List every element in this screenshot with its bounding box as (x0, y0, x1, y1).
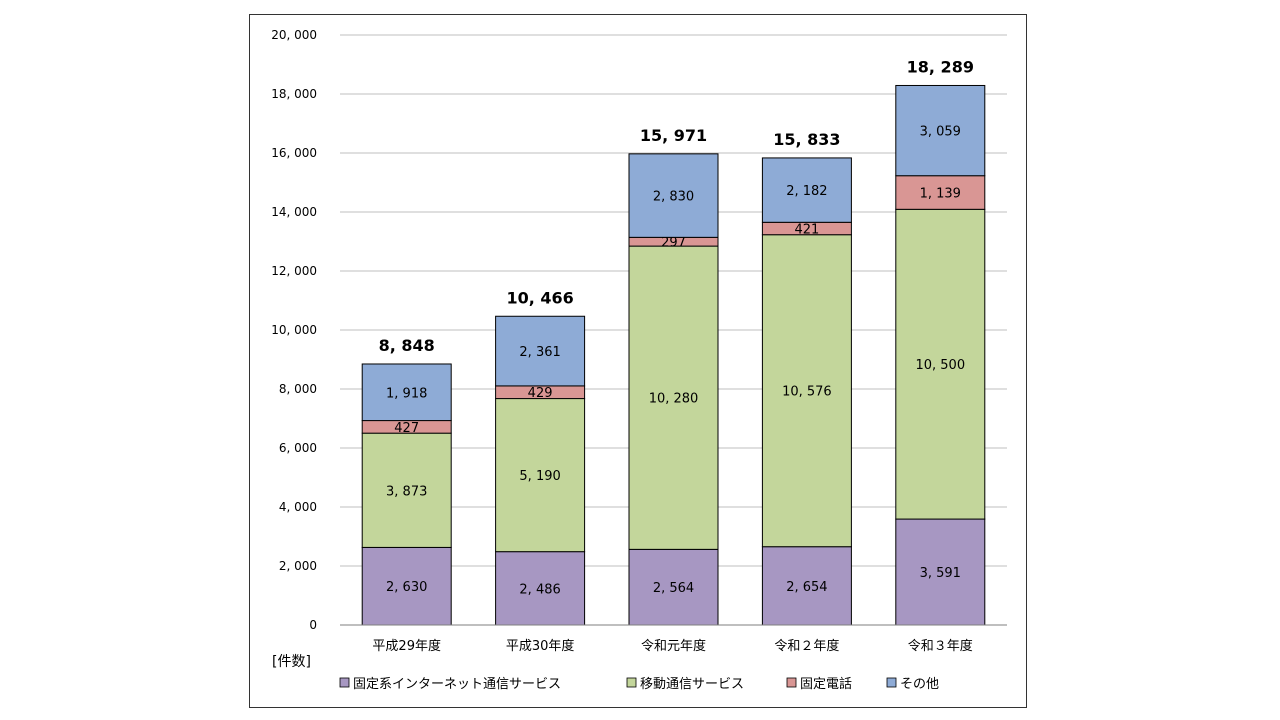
bar-segment (361, 546, 452, 626)
x-tick-label: 平成30年度 (506, 638, 575, 654)
bar-segment (495, 551, 586, 626)
bar-segment (628, 548, 719, 626)
unit-label: [件数] (272, 654, 311, 670)
bar-segment (761, 157, 852, 223)
total-label: 18, 289 (907, 57, 974, 76)
bar-segment (495, 315, 586, 387)
y-tick-label: 2, 000 (279, 559, 317, 573)
y-tick-label: 16, 000 (271, 146, 317, 160)
y-axis: 0 2, 000 4, 000 6, 000 8, 000 10, 000 12, 000 1… (271, 28, 317, 632)
segment-label: 2, 182 (786, 184, 827, 199)
legend-label: 固定系インターネット通信サービス (353, 677, 561, 692)
x-tick-label: 令和２年度 (774, 638, 839, 654)
bar-segment (761, 546, 852, 626)
segment-label: 429 (528, 386, 553, 401)
chart-frame (249, 14, 1027, 708)
segment-label: 3, 059 (920, 125, 961, 140)
x-tick-label: 令和３年度 (908, 638, 973, 654)
x-axis: 平成29年度 平成30年度 令和元年度 令和２年度 令和３年度 (340, 624, 1007, 654)
segment-label: 5, 190 (519, 469, 560, 484)
x-tick-label: 令和元年度 (641, 638, 706, 654)
bar-segment (895, 84, 986, 177)
total-label: 8, 848 (379, 336, 435, 355)
y-tick-label: 10, 000 (271, 323, 317, 337)
y-tick-label: 6, 000 (279, 441, 317, 455)
x-tick-label: 平成29年度 (372, 638, 441, 654)
bar-segment (361, 432, 452, 548)
segment-label: 2, 630 (386, 580, 427, 595)
segment-label: 297 (661, 236, 686, 251)
y-tick-label: 20, 000 (271, 28, 317, 42)
legend-swatch (886, 677, 897, 688)
segment-label: 2, 486 (519, 582, 560, 597)
segment-label: 3, 873 (386, 484, 427, 499)
segment-label: 2, 654 (786, 580, 827, 595)
y-tick-label: 4, 000 (279, 500, 317, 514)
legend-swatch (626, 677, 637, 688)
y-tick-label: 12, 000 (271, 264, 317, 278)
segment-label: 2, 361 (519, 345, 560, 360)
segment-label: 1, 918 (386, 386, 427, 401)
legend-swatch (339, 677, 350, 688)
total-label: 15, 833 (773, 130, 840, 149)
bar-segment (895, 208, 986, 520)
total-label: 15, 971 (640, 126, 707, 145)
bar-segment (761, 234, 852, 548)
legend-label: その他 (900, 677, 939, 692)
legend-label: 固定電話 (800, 676, 852, 692)
legend-swatch (786, 677, 797, 688)
bar-segment (628, 245, 719, 550)
segment-label: 1, 139 (920, 187, 961, 202)
y-tick-label: 8, 000 (279, 382, 317, 396)
segment-label: 3, 591 (920, 566, 961, 581)
bar-segment (628, 153, 719, 238)
segment-label: 421 (794, 223, 819, 238)
segment-label: 10, 500 (915, 358, 965, 373)
total-label: 10, 466 (506, 288, 573, 307)
legend-label: 移動通信サービス (640, 677, 744, 692)
y-tick-label: 0 (309, 618, 317, 632)
y-tick-label: 14, 000 (271, 205, 317, 219)
segment-label: 10, 280 (649, 392, 699, 407)
bar-segment (361, 363, 452, 422)
bar-segment (895, 518, 986, 626)
segment-label: 2, 564 (653, 581, 694, 596)
bars: 2, 630 3, 873 427 1, 918 8, 848 2, 486 5, 190 4… (361, 57, 986, 626)
segment-label: 427 (394, 421, 419, 436)
y-tick-label: 18, 000 (271, 87, 317, 101)
segment-label: 2, 830 (653, 190, 694, 205)
segment-label: 10, 576 (782, 385, 832, 400)
legend: 固定系インターネット通信サービス 移動通信サービス 固定電話 その他 (339, 676, 939, 692)
